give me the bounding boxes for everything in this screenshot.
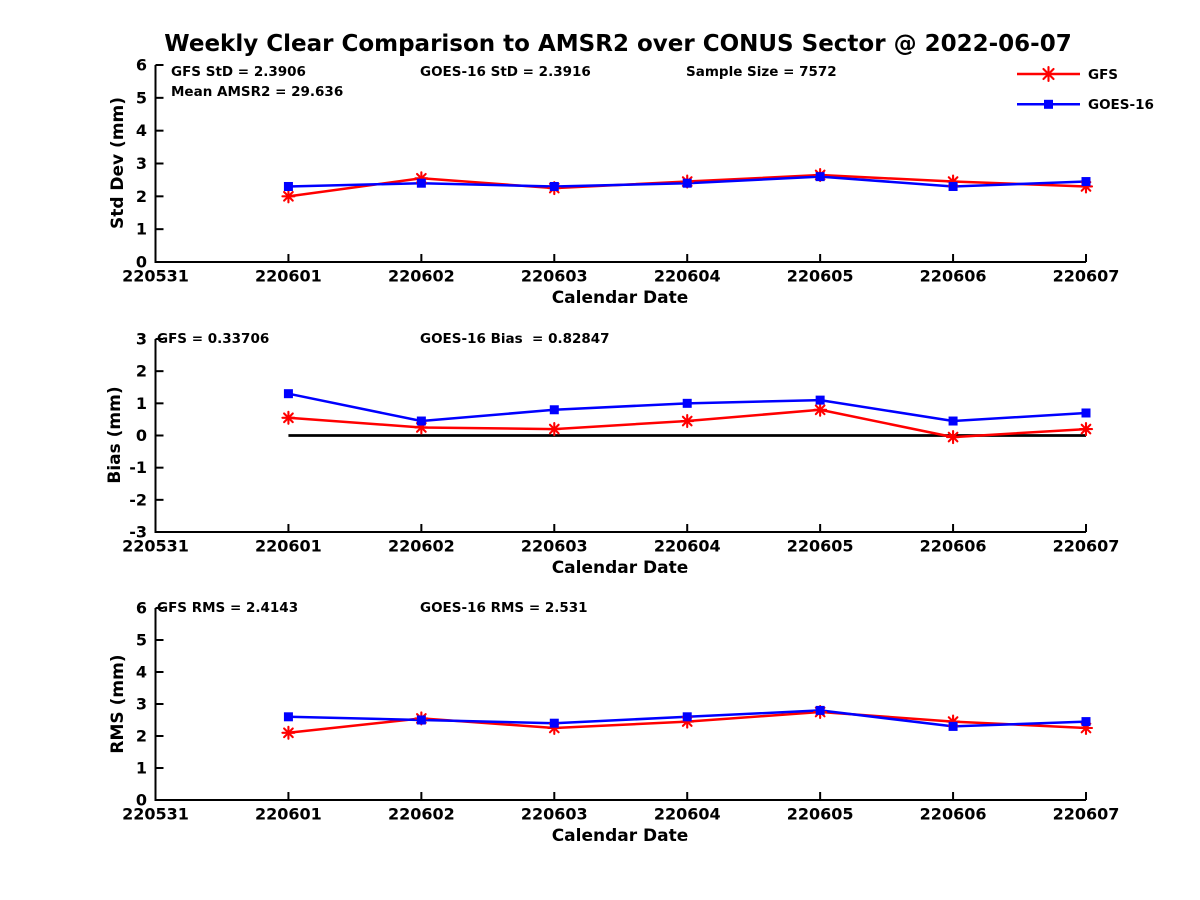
svg-text:1: 1 [136,220,147,239]
svg-text:1: 1 [136,759,147,778]
svg-text:-2: -2 [129,490,147,509]
svg-text:4: 4 [136,663,147,682]
svg-text:220602: 220602 [388,267,455,286]
annotation-mean-amsr2: Mean AMSR2 = 29.636 [171,84,344,100]
svg-text:220602: 220602 [388,805,455,824]
svg-text:2: 2 [136,187,147,206]
svg-text:6: 6 [136,56,147,75]
svg-text:220603: 220603 [521,537,588,556]
svg-text:220604: 220604 [654,805,721,824]
x-axis-label-2: Calendar Date [551,558,689,578]
annotation-goes-rms: GOES-16 RMS = 2.531 [420,600,588,616]
svg-text:3: 3 [136,695,147,714]
y-axis-label-bias: Bias (mm) [105,386,125,484]
x-axis-label-3: Calendar Date [551,826,689,846]
svg-text:3: 3 [136,330,147,349]
svg-text:-1: -1 [129,458,147,477]
svg-text:220607: 220607 [1053,805,1120,824]
svg-text:1: 1 [136,394,147,413]
svg-text:220606: 220606 [920,537,987,556]
svg-text:220606: 220606 [920,267,987,286]
annotation-gfs-bias: GFS = 0.33706 [157,331,270,347]
svg-text:0: 0 [136,791,147,810]
svg-text:220606: 220606 [920,805,987,824]
svg-text:2: 2 [136,727,147,746]
svg-text:220601: 220601 [255,267,322,286]
svg-text:220605: 220605 [787,537,854,556]
svg-text:220605: 220605 [787,805,854,824]
svg-text:0: 0 [136,426,147,445]
annotation-gfs-std: GFS StD = 2.3906 [171,64,306,80]
svg-text:220531: 220531 [122,267,189,286]
svg-text:220603: 220603 [521,805,588,824]
svg-text:220531: 220531 [122,537,189,556]
svg-text:220607: 220607 [1053,537,1120,556]
svg-text:220604: 220604 [654,267,721,286]
svg-text:220601: 220601 [255,805,322,824]
annotation-goes-std: GOES-16 StD = 2.3916 [420,64,591,80]
svg-text:220607: 220607 [1053,267,1120,286]
svg-text:220603: 220603 [521,267,588,286]
svg-text:2: 2 [136,362,147,381]
x-axis-label-1: Calendar Date [551,288,689,308]
svg-text:220605: 220605 [787,267,854,286]
svg-text:220601: 220601 [255,537,322,556]
svg-text:5: 5 [136,88,147,107]
svg-text:-3: -3 [129,523,147,542]
svg-text:3: 3 [136,154,147,173]
figure-title: Weekly Clear Comparison to AMSR2 over CO… [164,31,1072,57]
svg-text:220531: 220531 [122,805,189,824]
annotation-gfs-rms: GFS RMS = 2.4143 [157,600,299,616]
y-axis-label-rms: RMS (mm) [108,654,128,754]
svg-text:5: 5 [136,631,147,650]
legend-label-goes-16: GOES-16 [1088,97,1154,113]
svg-text:0: 0 [136,253,147,272]
svg-text:220604: 220604 [654,537,721,556]
annotation-goes-bias: GOES-16 Bias = 0.82847 [420,331,610,347]
svg-text:6: 6 [136,599,147,618]
svg-text:220602: 220602 [388,537,455,556]
annotation-sample-size: Sample Size = 7572 [686,64,837,80]
svg-text:4: 4 [136,121,147,140]
legend-label-gfs: GFS [1088,67,1119,83]
y-axis-label-std-dev: Std Dev (mm) [108,96,128,230]
